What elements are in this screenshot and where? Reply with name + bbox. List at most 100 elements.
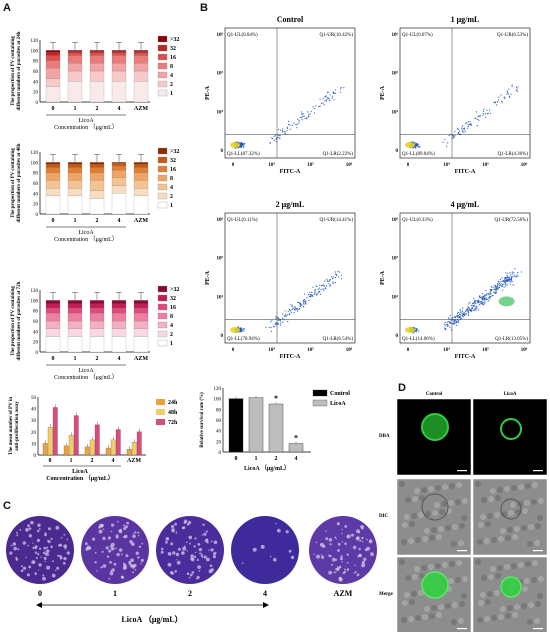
flow-event-dot <box>324 96 326 98</box>
well-label: 0 <box>38 589 42 598</box>
flow-event-dot <box>498 99 500 101</box>
flow-event-dot <box>490 290 493 292</box>
quadrant-ul-label: Q1-UL(0.33%) <box>402 218 433 223</box>
density-cluster <box>230 327 240 333</box>
texture-spot <box>491 537 497 543</box>
x-tick-label: 1 <box>74 106 77 112</box>
flow-event-dot <box>306 117 308 119</box>
plaque-spot <box>341 541 344 543</box>
flow-event-dot <box>458 130 460 132</box>
x-tick-label: 10⁵ <box>307 162 314 168</box>
texture-spot <box>412 496 418 502</box>
flow-event-dot <box>509 276 511 278</box>
flow-event-dot <box>275 322 277 324</box>
flow-event-dot <box>330 284 332 286</box>
x-axis-label: Concentration （μg/mL） <box>54 236 118 243</box>
texture-spot <box>402 600 408 606</box>
flow-event-dot <box>271 137 274 140</box>
y-tick-label: 40 <box>33 330 39 335</box>
plaque-spot <box>214 551 217 554</box>
plaque-spot <box>208 569 213 574</box>
flow-event-dot <box>467 121 469 123</box>
flow-event-dot <box>278 128 280 131</box>
texture-spot <box>525 561 531 567</box>
flow-event-dot <box>317 288 319 290</box>
legend-label: >32 <box>170 149 179 155</box>
texture-spot <box>442 484 448 490</box>
quadrant-lr-label: Q1-LR(2.22%) <box>323 152 354 157</box>
flow-event-dot <box>286 130 288 132</box>
legend-swatch <box>156 399 165 405</box>
flow-event-dot <box>326 278 328 280</box>
panel-b-flow-cytometry: Control Q1-UL(0.04%) Q1-UR(10.42%) Q1-LL(87… <box>205 15 531 360</box>
bar-segment <box>133 336 149 353</box>
well-disc <box>231 516 299 584</box>
plaque-spot <box>16 533 18 535</box>
texture-spot <box>399 559 405 565</box>
bar-segment <box>133 164 149 168</box>
flow-event-dot <box>460 313 462 316</box>
bar-segment <box>89 303 105 309</box>
quadrant-ul-label: Q1-UL(0.07%) <box>402 33 433 38</box>
plaque-spot <box>51 573 56 578</box>
texture-spot <box>490 488 496 494</box>
arrow-left-icon <box>36 602 42 608</box>
x-tick-label: 0 <box>52 356 55 362</box>
quadrant-ur-label: Q1-UR(6.53%) <box>497 33 528 38</box>
flow-event-dot <box>470 310 472 312</box>
legend-swatch <box>157 53 168 61</box>
flow-event-dot <box>285 313 287 316</box>
flow-event-dot <box>490 286 492 288</box>
flow-event-dot <box>489 109 491 111</box>
group-label: LicoA <box>72 469 88 475</box>
bar-segment <box>89 81 105 103</box>
plaque-spot <box>288 549 292 553</box>
x-tick-label: 0 <box>235 456 238 462</box>
flow-event-dot <box>415 331 417 333</box>
texture-spot <box>531 577 537 583</box>
legend-swatch <box>157 330 168 338</box>
y-tick-label: 20 <box>33 203 39 208</box>
flow-event-dot <box>483 108 485 110</box>
flow-event-dot <box>288 120 290 122</box>
texture-spot <box>480 514 486 520</box>
plaque-spot <box>200 552 202 555</box>
flow-event-dot <box>474 302 476 304</box>
flow-event-dot <box>416 328 418 331</box>
flow-event-dot <box>506 284 508 286</box>
plaque-spot <box>165 540 168 544</box>
bar-segment <box>45 307 61 314</box>
micrograph-tile <box>396 398 472 476</box>
x-tick-label: 10⁴ <box>443 347 450 353</box>
plaque-spot <box>34 572 37 575</box>
y-tick-label: 0 <box>221 334 224 339</box>
flow-event-dot <box>454 135 456 137</box>
plaque-spot <box>123 524 125 527</box>
flow-event-dot <box>289 124 291 126</box>
flow-event-dot <box>340 274 342 276</box>
flow-event-dot <box>243 327 245 330</box>
plaque-spot <box>174 570 177 573</box>
flow-plot-2: 2 μg/mL Q1-UL(0.11%) Q1-UR(14.41%) Q1-LL(78… <box>205 200 356 360</box>
texture-spot <box>448 578 454 584</box>
flow-event-dot <box>477 300 479 302</box>
texture-spot <box>432 510 438 516</box>
flow-event-dot <box>313 112 316 114</box>
plaque-spot <box>46 565 51 570</box>
texture-spot <box>458 618 464 624</box>
bar-segment <box>67 167 83 173</box>
legend-label: >32 <box>170 287 179 293</box>
plaque-spot <box>42 576 46 581</box>
plaque-spot <box>126 521 129 525</box>
legend-label: 2 <box>170 194 173 200</box>
plaque-spot <box>358 547 361 551</box>
panel-label-d: D <box>398 382 406 394</box>
flow-event-dot <box>277 323 279 325</box>
flow-event-dot <box>243 330 245 332</box>
plaque-spot <box>273 557 277 562</box>
flow-event-dot <box>452 317 454 319</box>
flow-event-dot <box>417 146 419 148</box>
flow-event-dot <box>461 125 464 127</box>
texture-spot <box>458 540 464 546</box>
